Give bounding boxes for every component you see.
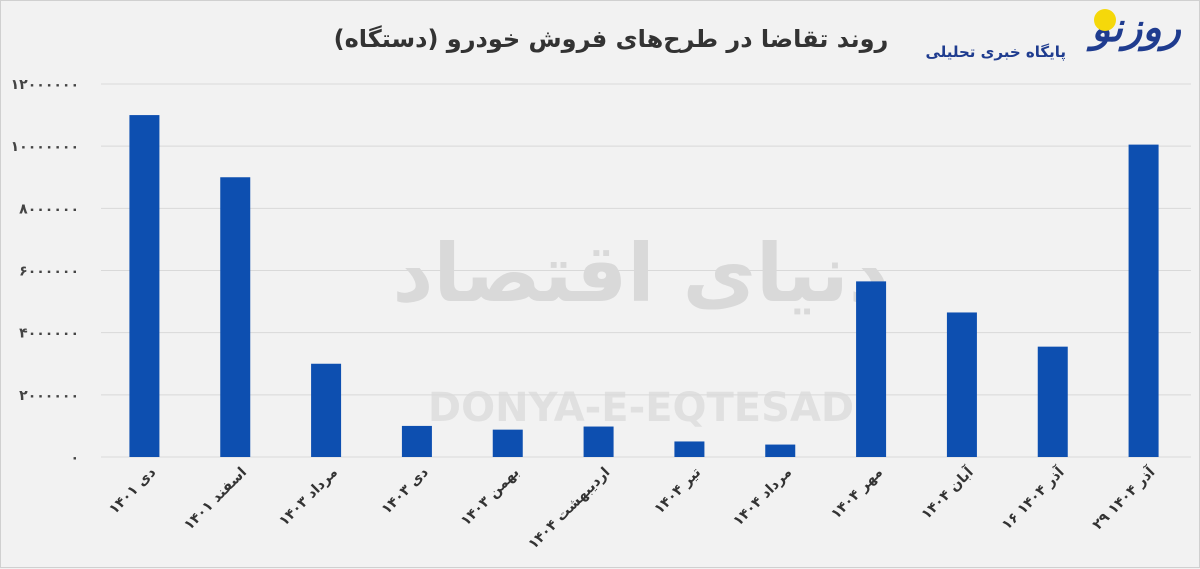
bar <box>1128 144 1159 458</box>
x-tick-label: اردیبهشت ۱۴۰۴ <box>525 465 613 553</box>
y-tick-label: ۶۰۰۰۰۰۰ <box>19 264 79 280</box>
y-tick-label: ۲۰۰۰۰۰۰ <box>19 388 79 404</box>
watermark-en: DONYA-E-EQTESAD <box>428 385 854 431</box>
bar <box>129 115 160 457</box>
bar <box>674 441 705 457</box>
y-tick-label: ۴۰۰۰۰۰۰ <box>19 326 79 342</box>
x-tick-label: بهمن ۱۴۰۳ <box>458 465 523 530</box>
y-tick-label: ۸۰۰۰۰۰۰ <box>19 201 79 217</box>
y-tick-label: ۰ <box>70 450 79 466</box>
bar <box>765 444 796 457</box>
bar <box>401 425 432 457</box>
y-tick-label: ۱۰۰۰۰۰۰۰ <box>11 139 79 155</box>
bar <box>220 177 251 457</box>
x-tick-label: دی ۱۴۰۳ <box>379 465 432 518</box>
bar <box>946 312 977 457</box>
x-tick-label: مرداد ۱۴۰۴ <box>730 465 795 530</box>
watermark-fa: دنیای اقتصاد <box>392 227 889 320</box>
y-tick-label: ۱۲۰۰۰۰۰۰ <box>11 77 79 93</box>
bar <box>583 426 614 457</box>
bar <box>311 363 342 457</box>
x-tick-label: مرداد ۱۴۰۳ <box>276 465 341 530</box>
logo-tagline: پایگاه خبری تحلیلی <box>925 43 1066 61</box>
logo-sun-icon <box>1094 9 1116 31</box>
x-tick-label: تیر ۱۴۰۴ <box>651 465 704 518</box>
x-tick-label: مهر ۱۴۰۴ <box>828 465 886 523</box>
x-tick-label: ۲۹ آذر ۱۴۰۴ <box>1088 462 1159 533</box>
bar <box>492 429 523 457</box>
x-tick-label: اسفند ۱۴۰۱ <box>181 465 250 534</box>
chart-title: روند تقاضا در طرح‌های فروش خودرو (دستگاه… <box>334 25 889 53</box>
logo: روزنو پایگاه خبری تحلیلی <box>881 5 1181 75</box>
bar <box>1037 346 1068 457</box>
x-tick-label: دی ۱۴۰۱ <box>106 465 159 518</box>
x-tick-label: ۱۶ آذر ۱۴۰۴ <box>998 462 1069 533</box>
x-tick-label: آبان ۱۴۰۴ <box>917 462 977 522</box>
bar <box>856 281 887 457</box>
